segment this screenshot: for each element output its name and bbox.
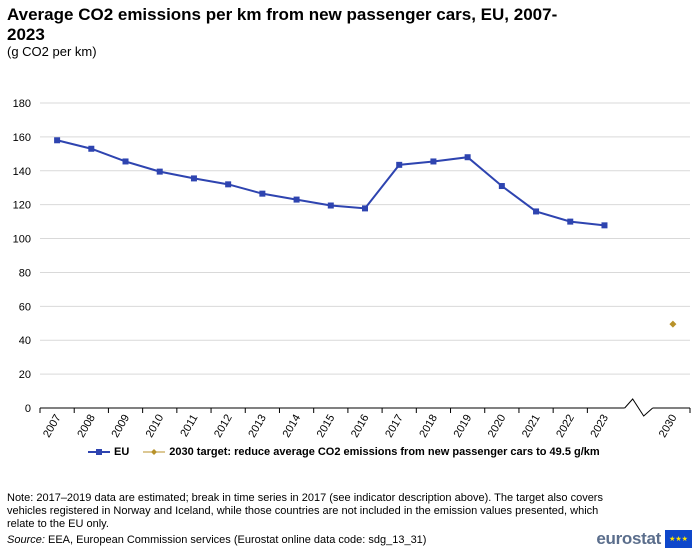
legend: EU 2030 target: reduce average CO2 emiss… — [88, 446, 614, 458]
legend-eu-label: EU — [114, 446, 130, 458]
x-tick-label-2014: 2014 — [281, 413, 304, 440]
y-tick-label-80: 80 — [19, 267, 31, 279]
source-line: Source: EEA, European Commission service… — [7, 534, 426, 547]
x-tick-label-2008: 2008 — [75, 413, 98, 440]
x-tick-label-2023: 2023 — [588, 413, 611, 440]
x-tick-label-2010: 2010 — [144, 413, 167, 440]
data-point-2012 — [225, 181, 232, 188]
y-tick-label-120: 120 — [13, 200, 31, 212]
y-tick-label-60: 60 — [19, 301, 31, 313]
y-tick-label-160: 160 — [13, 132, 31, 144]
chart-subtitle: (g CO2 per km) — [7, 44, 97, 59]
chart-title: Average CO2 emissions per km from new pa… — [7, 5, 558, 44]
logo-text: eurostat — [596, 529, 661, 548]
x-tick-label-2030: 2030 — [657, 413, 680, 440]
footnote: Note: 2017–2019 data are estimated; brea… — [7, 492, 603, 530]
legend-target-label: 2030 target: reduce average CO2 emission… — [169, 446, 600, 458]
data-point-2011 — [190, 175, 197, 182]
x-tick-label-2017: 2017 — [383, 413, 406, 440]
legend-target-line-icon — [143, 449, 166, 455]
series-line-0 — [56, 139, 605, 227]
data-point-2018 — [430, 158, 437, 165]
data-point-2014 — [293, 196, 300, 203]
x-tick-label-2011: 2011 — [178, 413, 200, 439]
source-label: Source: — [7, 534, 45, 546]
legend-item-eu[interactable]: EU — [88, 446, 129, 458]
x-tick-label-2012: 2012 — [212, 413, 235, 440]
y-tick-label-100: 100 — [13, 234, 31, 246]
x-tick-label-2009: 2009 — [109, 413, 132, 440]
data-point-2008 — [88, 145, 95, 152]
data-point-2023 — [601, 222, 608, 229]
data-point-2022 — [567, 218, 574, 225]
data-point-2016 — [362, 205, 368, 212]
target-point-2030 — [669, 320, 677, 328]
data-point-2007 — [54, 137, 61, 144]
data-point-2010 — [156, 168, 163, 175]
eu-flag-icon: ★★★ — [665, 530, 692, 548]
x-tick-label-2021: 2021 — [520, 413, 543, 440]
y-tick-label-40: 40 — [19, 335, 31, 347]
data-point-2013 — [259, 190, 266, 197]
data-point-2015 — [327, 202, 334, 209]
x-tick-label-2013: 2013 — [246, 413, 269, 440]
x-tick-label-2019: 2019 — [452, 413, 475, 440]
x-tick-label-2020: 2020 — [486, 413, 509, 440]
axis-break-icon — [624, 398, 654, 417]
legend-eu-line-icon — [88, 449, 110, 455]
source-text: EEA, European Commission services (Euros… — [44, 534, 427, 546]
data-point-2019 — [464, 154, 471, 161]
x-tick-label-2022: 2022 — [554, 413, 577, 440]
y-tick-label-180: 180 — [13, 98, 31, 110]
x-tick-label-2018: 2018 — [417, 413, 440, 440]
data-point-2009 — [122, 158, 129, 165]
legend-item-target[interactable]: 2030 target: reduce average CO2 emission… — [143, 446, 600, 458]
y-tick-label-0: 0 — [25, 403, 31, 415]
line-chart: 0 20 40 60 80 100 120 140 160 180 2007 2008 2009 2010… — [13, 98, 691, 440]
x-tick-label-2016: 2016 — [349, 413, 372, 440]
y-tick-label-140: 140 — [13, 166, 31, 178]
x-tick-label-2007: 2007 — [41, 413, 64, 440]
eurostat-logo[interactable]: eurostat ★★★ — [596, 529, 692, 549]
y-tick-label-20: 20 — [19, 369, 31, 381]
data-point-2017 — [396, 161, 403, 168]
data-point-2021 — [533, 208, 540, 215]
data-point-2020 — [498, 183, 505, 190]
x-tick-label-2015: 2015 — [315, 413, 338, 440]
